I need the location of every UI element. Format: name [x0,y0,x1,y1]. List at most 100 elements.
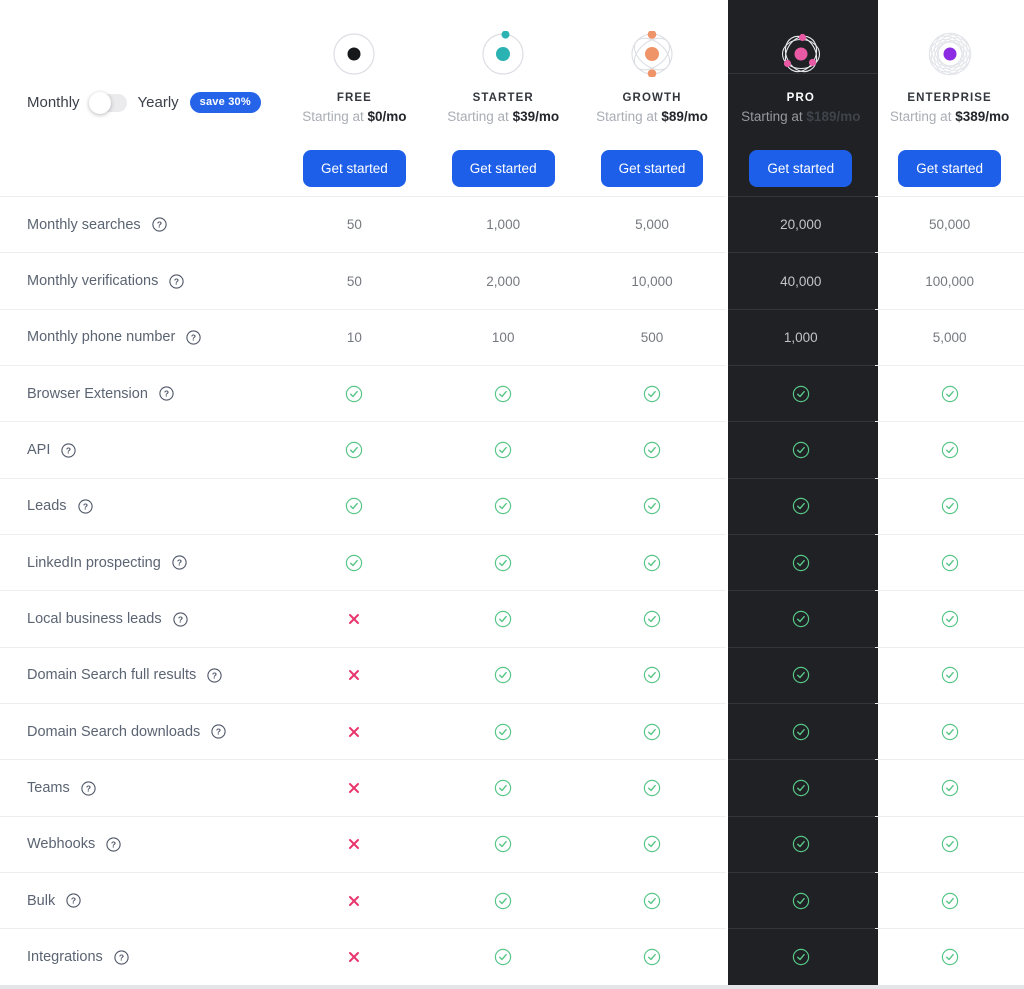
feature-label: Bulk [27,892,56,909]
check-icon [494,554,512,571]
feature-value-pro: 20,000 [726,196,876,252]
check-icon [941,836,958,853]
plan-column-header-pro: PRO Starting at $189/mo Get started [726,0,875,196]
plan-name: GROWTH [622,92,682,104]
check-icon [643,385,661,402]
plan-column-header-growth: GROWTH Starting at $89/mo Get started [578,0,727,196]
feature-value-text: 1,000 [783,329,818,345]
feature-value-growth: 5,000 [577,196,727,252]
check-icon [643,441,661,459]
feature-value-growth [577,703,727,759]
billing-toggle-group: Monthly Yearly save 30% [0,0,280,196]
check-icon [792,723,809,740]
info-tooltip-icon[interactable]: ? [106,837,121,852]
feature-value-free: 10 [280,308,429,365]
plans-header-row: Monthly Yearly save 30% FREE Starting at … [0,0,1024,196]
feature-value-free [280,759,429,815]
check-icon [643,610,661,628]
svg-text:?: ? [191,332,196,342]
feature-label-cell: Webhooks? [0,815,280,872]
get-started-button-starter[interactable]: Get started [451,150,555,187]
feature-value-text: 50 [346,217,362,233]
feature-value-pro [726,872,876,928]
feature-row: Integrations? [0,928,1024,984]
price-prefix: Starting at [596,109,658,124]
feature-value-enterprise [875,646,1024,703]
check-icon [494,948,512,966]
info-tooltip-icon[interactable]: ? [81,780,96,796]
info-tooltip-icon[interactable]: ? [207,668,222,683]
feature-row: API? [0,421,1024,477]
feature-value-pro: 1,000 [726,308,876,365]
check-icon [494,779,512,797]
feature-value-text: 500 [640,329,664,345]
check-icon [643,892,661,909]
info-tooltip-icon[interactable]: ? [211,724,226,739]
feature-value-enterprise [875,365,1024,421]
feature-value-growth [577,365,727,421]
check-icon [941,554,958,571]
feature-value-starter [428,815,578,872]
check-icon [494,723,512,740]
feature-value-starter: 1,000 [428,196,578,252]
svg-text:?: ? [177,558,182,568]
info-tooltip-icon[interactable]: ? [186,330,201,345]
plan-price: Starting at $0/mo [302,109,406,124]
feature-value-free [280,534,429,590]
svg-text:?: ? [174,276,179,286]
feature-value-growth [577,477,727,534]
feature-value-growth [577,872,727,928]
plan-name: PRO [786,92,815,104]
svg-text:?: ? [178,614,183,624]
billing-period-toggle[interactable] [88,91,127,114]
info-tooltip-icon[interactable]: ? [159,386,174,401]
check-icon [792,441,809,459]
feature-value-text: 20,000 [780,217,822,233]
info-tooltip-icon[interactable]: ? [114,949,129,965]
feature-value-free [280,703,429,759]
svg-text:?: ? [212,671,217,681]
feature-row: LinkedIn prospecting? [0,534,1024,590]
feature-row: Leads? [0,477,1024,534]
check-icon [792,892,809,909]
get-started-button-growth[interactable]: Get started [600,150,704,187]
get-started-button-free[interactable]: Get started [303,150,406,187]
check-icon [643,836,661,853]
feature-row: Webhooks? [0,815,1024,872]
check-icon [643,498,661,515]
feature-value-pro [726,477,876,534]
check-icon [792,498,809,515]
svg-text:?: ? [111,840,116,850]
info-tooltip-icon[interactable]: ? [169,273,185,289]
feature-value-text: 10 [346,329,362,345]
info-tooltip-icon[interactable]: ? [61,442,77,458]
plan-name: ENTERPRISE [907,92,992,104]
info-tooltip-icon[interactable]: ? [172,611,188,627]
feature-value-text: 10,000 [631,273,673,289]
feature-row: Monthly searches? 50 1,000 5,000 20,000 50,00… [0,196,1024,252]
check-icon [792,779,809,797]
info-tooltip-icon[interactable]: ? [172,555,187,570]
feature-value-starter [428,703,578,759]
feature-value-text: 1,000 [486,217,521,233]
price-amount: $0/mo [367,109,407,124]
get-started-button-pro[interactable]: Get started [749,150,853,187]
svg-text:?: ? [164,389,169,399]
monthly-label: Monthly [27,94,80,111]
info-tooltip-icon[interactable]: ? [66,893,81,908]
get-started-button-enterprise[interactable]: Get started [898,150,1001,187]
svg-text:?: ? [82,501,87,511]
plan-name: STARTER [472,92,534,104]
info-tooltip-icon[interactable]: ? [77,499,93,514]
feature-label: Local business leads [27,611,162,628]
info-tooltip-icon[interactable]: ? [151,217,167,232]
feature-value-pro [726,815,876,872]
price-prefix: Starting at [741,109,803,124]
save-discount-badge: save 30% [189,92,261,113]
feature-value-free [280,365,429,421]
feature-row: Domain Search downloads? [0,703,1024,759]
toggle-knob[interactable] [88,91,111,114]
check-icon [941,498,958,515]
feature-row: Domain Search full results? [0,646,1024,703]
